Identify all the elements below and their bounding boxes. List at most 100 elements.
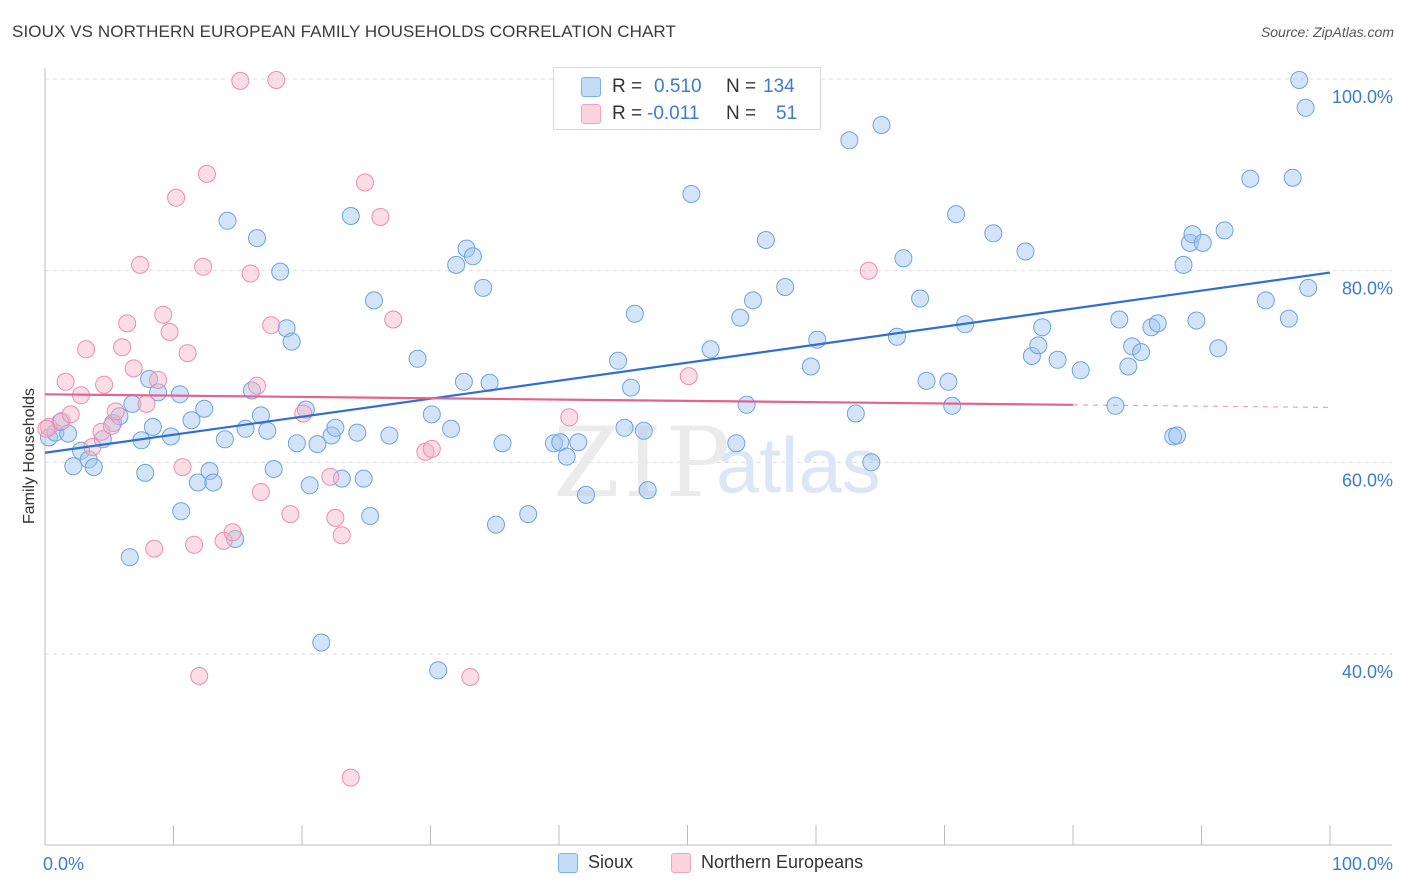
sioux-point	[911, 289, 930, 308]
sioux-trend-line	[44, 271, 1331, 454]
sioux-point	[731, 308, 750, 327]
n-value: 134	[763, 76, 795, 97]
northern-europeans-point	[113, 338, 132, 357]
northern-europeans-point	[248, 376, 266, 395]
northern-europeans-point	[145, 539, 164, 558]
sioux-point	[271, 262, 290, 281]
axes	[44, 68, 1392, 846]
sioux-point	[474, 278, 493, 297]
northern-europeans-trend-extension	[1072, 404, 1331, 409]
northern-europeans-point	[332, 526, 351, 545]
sioux-point	[1209, 339, 1228, 358]
y-tick-label: 60.0%	[1342, 470, 1393, 490]
sioux-point	[544, 434, 563, 453]
legend-swatch-northern-europeans	[671, 852, 691, 873]
sioux-point	[204, 473, 223, 492]
sioux-point	[947, 205, 966, 224]
sioux-point	[557, 447, 576, 466]
r-label: R =	[612, 103, 643, 124]
y-tick-label: 80.0%	[1342, 279, 1393, 299]
sioux-point	[1187, 311, 1206, 330]
r-value: 0.510	[654, 76, 702, 97]
sioux-point	[332, 469, 351, 488]
sioux-point	[1283, 168, 1302, 187]
legend-label-northern-europeans: Northern Europeans	[701, 852, 864, 872]
sioux-point	[354, 469, 373, 488]
sioux-point	[625, 304, 644, 323]
sioux-point	[984, 224, 1003, 243]
sioux-point	[140, 370, 159, 388]
sioux-point	[264, 460, 283, 478]
sioux-point	[801, 357, 820, 376]
sioux-point	[287, 434, 306, 453]
sioux-point	[64, 457, 83, 476]
sioux-point	[1022, 347, 1041, 365]
sioux-point	[188, 473, 207, 492]
sioux-point	[727, 434, 746, 453]
sioux-point	[1215, 221, 1234, 240]
sioux-point	[143, 417, 162, 436]
sioux-point	[170, 385, 189, 404]
source-label: Source: ZipAtlas.com	[1260, 24, 1394, 40]
sioux-point	[1033, 318, 1052, 337]
sioux-point	[312, 633, 331, 652]
northern-europeans-point	[461, 668, 480, 686]
northern-europeans-point	[131, 255, 150, 274]
x-tick-label: 100.0%	[1332, 854, 1393, 874]
sioux-point	[1279, 309, 1298, 328]
y-tick-label: 40.0%	[1342, 662, 1393, 682]
northern-europeans-point	[197, 164, 216, 183]
sioux-point	[939, 372, 958, 391]
northern-europeans-swatch	[581, 104, 601, 124]
northern-europeans-point	[679, 367, 698, 386]
sioux-point	[408, 349, 427, 368]
sioux-point	[622, 378, 640, 397]
northern-europeans-point	[154, 305, 173, 324]
sioux-point	[577, 485, 595, 504]
northern-europeans-point	[194, 257, 213, 276]
sioux-point	[888, 327, 906, 346]
sioux-point	[917, 371, 936, 390]
sioux-point	[248, 229, 266, 248]
northern-europeans-point	[190, 667, 209, 685]
sioux-point	[149, 383, 168, 402]
northern-europeans-point	[356, 173, 374, 192]
northern-europeans-point	[137, 394, 156, 413]
northern-europeans-point	[95, 375, 114, 394]
sioux-point	[519, 505, 538, 524]
northern-europeans-point	[281, 505, 300, 524]
legend-item-sioux[interactable]: Sioux	[558, 852, 633, 873]
northern-europeans-point	[384, 310, 403, 329]
y-tick-label: 100.0%	[1332, 87, 1393, 107]
sioux-point	[1048, 350, 1067, 369]
sioux-point	[776, 278, 795, 296]
gridlines	[45, 78, 1392, 655]
sioux-point	[341, 207, 360, 225]
sioux-point	[380, 426, 399, 445]
n-label: N =	[726, 103, 757, 124]
sioux-point	[195, 399, 214, 418]
sioux-point	[846, 404, 865, 423]
sioux-point	[1256, 291, 1275, 310]
watermark-zip: ZIP	[553, 407, 734, 519]
northern-europeans-point	[560, 408, 579, 427]
sioux-point	[258, 421, 277, 440]
sioux-point	[215, 430, 234, 449]
sioux-point	[1132, 343, 1151, 362]
sioux-point	[463, 247, 482, 266]
sioux-point	[682, 185, 701, 203]
northern-europeans-point	[326, 508, 345, 527]
sioux-point	[1241, 169, 1260, 188]
sioux-point	[1119, 357, 1138, 376]
sioux-point	[429, 661, 448, 680]
sioux-point	[1029, 336, 1048, 355]
sioux-point	[1110, 310, 1129, 329]
northern-europeans-point	[251, 483, 270, 501]
sioux-point	[442, 419, 461, 438]
legend-item-northern-europeans[interactable]: Northern Europeans	[671, 852, 863, 873]
n-value: 51	[776, 103, 798, 124]
sioux-point	[120, 548, 139, 567]
northern-europeans-point	[61, 405, 80, 424]
sioux-point	[1123, 337, 1142, 356]
